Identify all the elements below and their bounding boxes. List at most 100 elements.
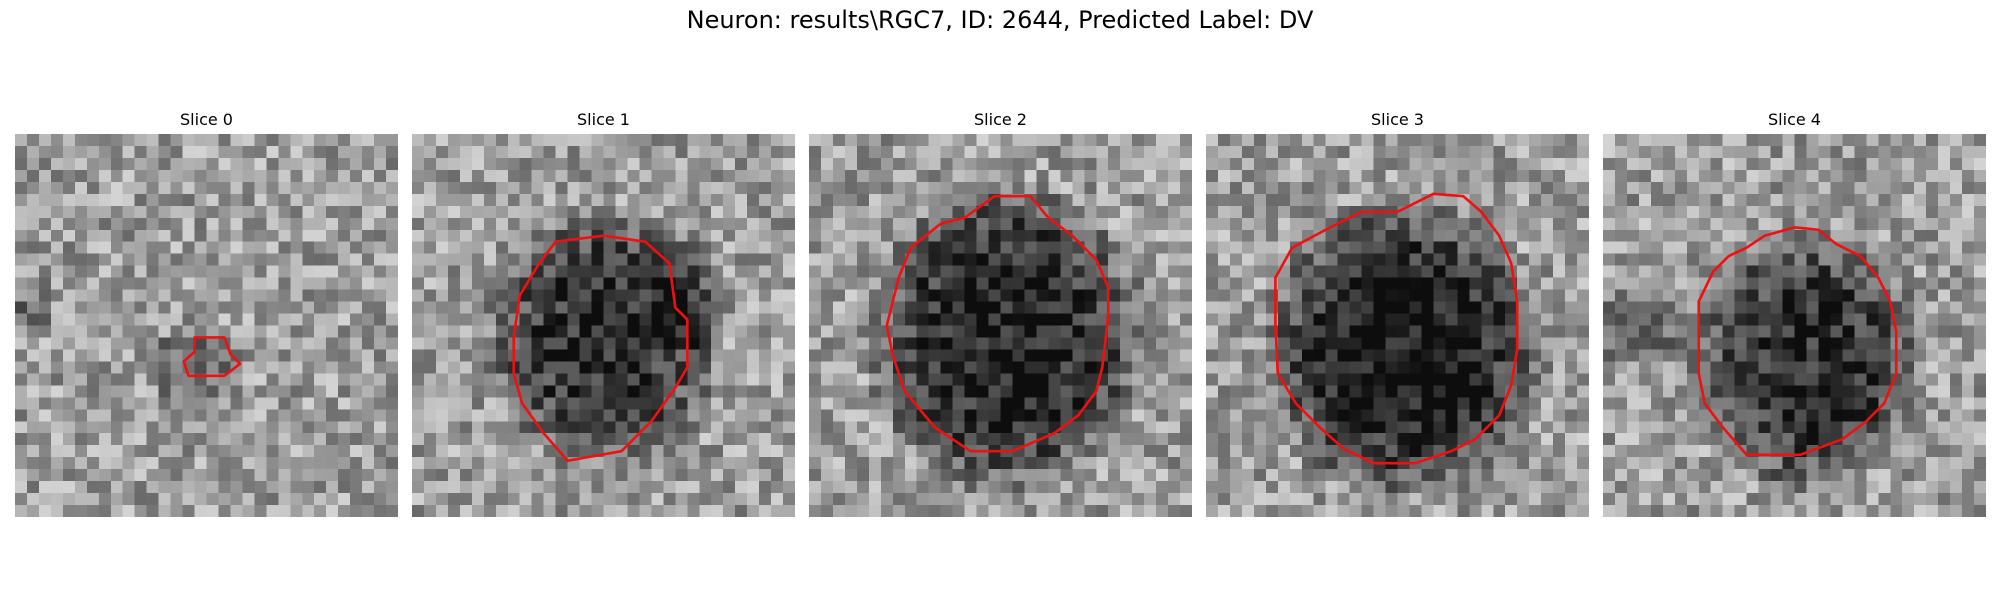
image-pixel [218,277,231,290]
image-pixel [1060,445,1073,458]
image-pixel [1758,337,1771,350]
image-pixel [531,277,544,290]
image-pixel [495,241,508,254]
image-pixel [1710,265,1723,278]
image-pixel [62,193,76,207]
image-pixel [1577,349,1589,362]
image-pixel [531,229,544,242]
image-pixel [1445,505,1458,517]
image-pixel [832,361,846,374]
image-pixel [1325,337,1338,350]
image-pixel [1505,229,1518,242]
image-pixel [122,157,135,171]
image-pixel [1132,505,1145,517]
image-pixel [1012,457,1025,470]
image-pixel [1926,373,1939,386]
image-pixel [1397,181,1410,195]
image-pixel [639,181,652,195]
image-pixel [832,373,846,386]
image-pixel [627,193,640,207]
image-pixel [412,385,425,398]
image-pixel [110,205,123,219]
image-pixel [507,181,520,195]
image-pixel [904,205,917,219]
image-pixel [1084,325,1097,338]
image-pixel [1206,253,1219,266]
image-pixel [904,421,917,434]
image-pixel [1818,169,1831,183]
image-pixel [122,313,135,326]
image-pixel [531,157,544,171]
image-pixel [591,134,604,147]
image-pixel [1108,481,1121,494]
image-pixel [1722,289,1735,302]
image-pixel [1313,241,1326,254]
image-pixel [543,265,556,278]
image-pixel [1854,193,1867,207]
image-pixel [1349,385,1362,398]
image-pixel [1301,493,1314,506]
image-pixel [146,253,159,266]
image-pixel [98,193,111,207]
image-pixel [435,169,449,183]
image-pixel [771,421,784,434]
image-pixel [711,157,724,171]
image-pixel [1770,145,1783,159]
image-pixel [809,469,822,482]
image-pixel [62,445,76,458]
image-pixel [483,241,497,254]
image-pixel [1180,217,1192,230]
image-pixel [639,301,652,314]
image-pixel [1469,481,1482,494]
image-pixel [832,337,846,350]
image-pixel [1385,445,1398,458]
image-pixel [1036,241,1049,254]
image-pixel [1565,433,1578,446]
image-pixel [964,373,977,386]
image-pixel [1842,265,1855,278]
image-pixel [783,397,795,410]
image-pixel [603,241,616,254]
image-pixel [182,205,195,219]
image-pixel [820,505,834,517]
image-pixel [278,445,291,458]
image-pixel [507,493,520,506]
image-pixel [832,385,846,398]
image-pixel [1698,145,1711,159]
image-pixel [1517,157,1530,171]
image-pixel [374,253,387,266]
image-pixel [988,493,1001,506]
image-pixel [1409,349,1422,362]
image-pixel [555,493,568,506]
image-pixel [98,289,111,302]
image-pixel [1902,373,1915,386]
image-pixel [1421,397,1434,410]
image-pixel [1108,313,1121,326]
image-pixel [964,157,977,171]
image-pixel [1132,337,1145,350]
image-pixel [663,253,676,266]
image-pixel [940,445,953,458]
image-pixel [856,445,870,458]
image-pixel [639,493,652,506]
image-pixel [1084,361,1097,374]
image-pixel [1421,313,1434,326]
image-pixel [820,373,834,386]
image-pixel [15,313,28,326]
image-pixel [122,325,135,338]
image-pixel [567,421,580,434]
image-pixel [783,409,795,422]
image-pixel [1180,457,1192,470]
image-pixel [531,469,544,482]
image-pixel [50,505,64,517]
image-pixel [423,325,437,338]
image-pixel [1890,181,1903,195]
image-pixel [555,337,568,350]
image-pixel [290,445,303,458]
image-pixel [1084,493,1097,506]
image-pixel [856,433,870,446]
image-pixel [1938,313,1951,326]
image-pixel [158,373,171,386]
image-pixel [844,385,858,398]
image-pixel [735,337,748,350]
